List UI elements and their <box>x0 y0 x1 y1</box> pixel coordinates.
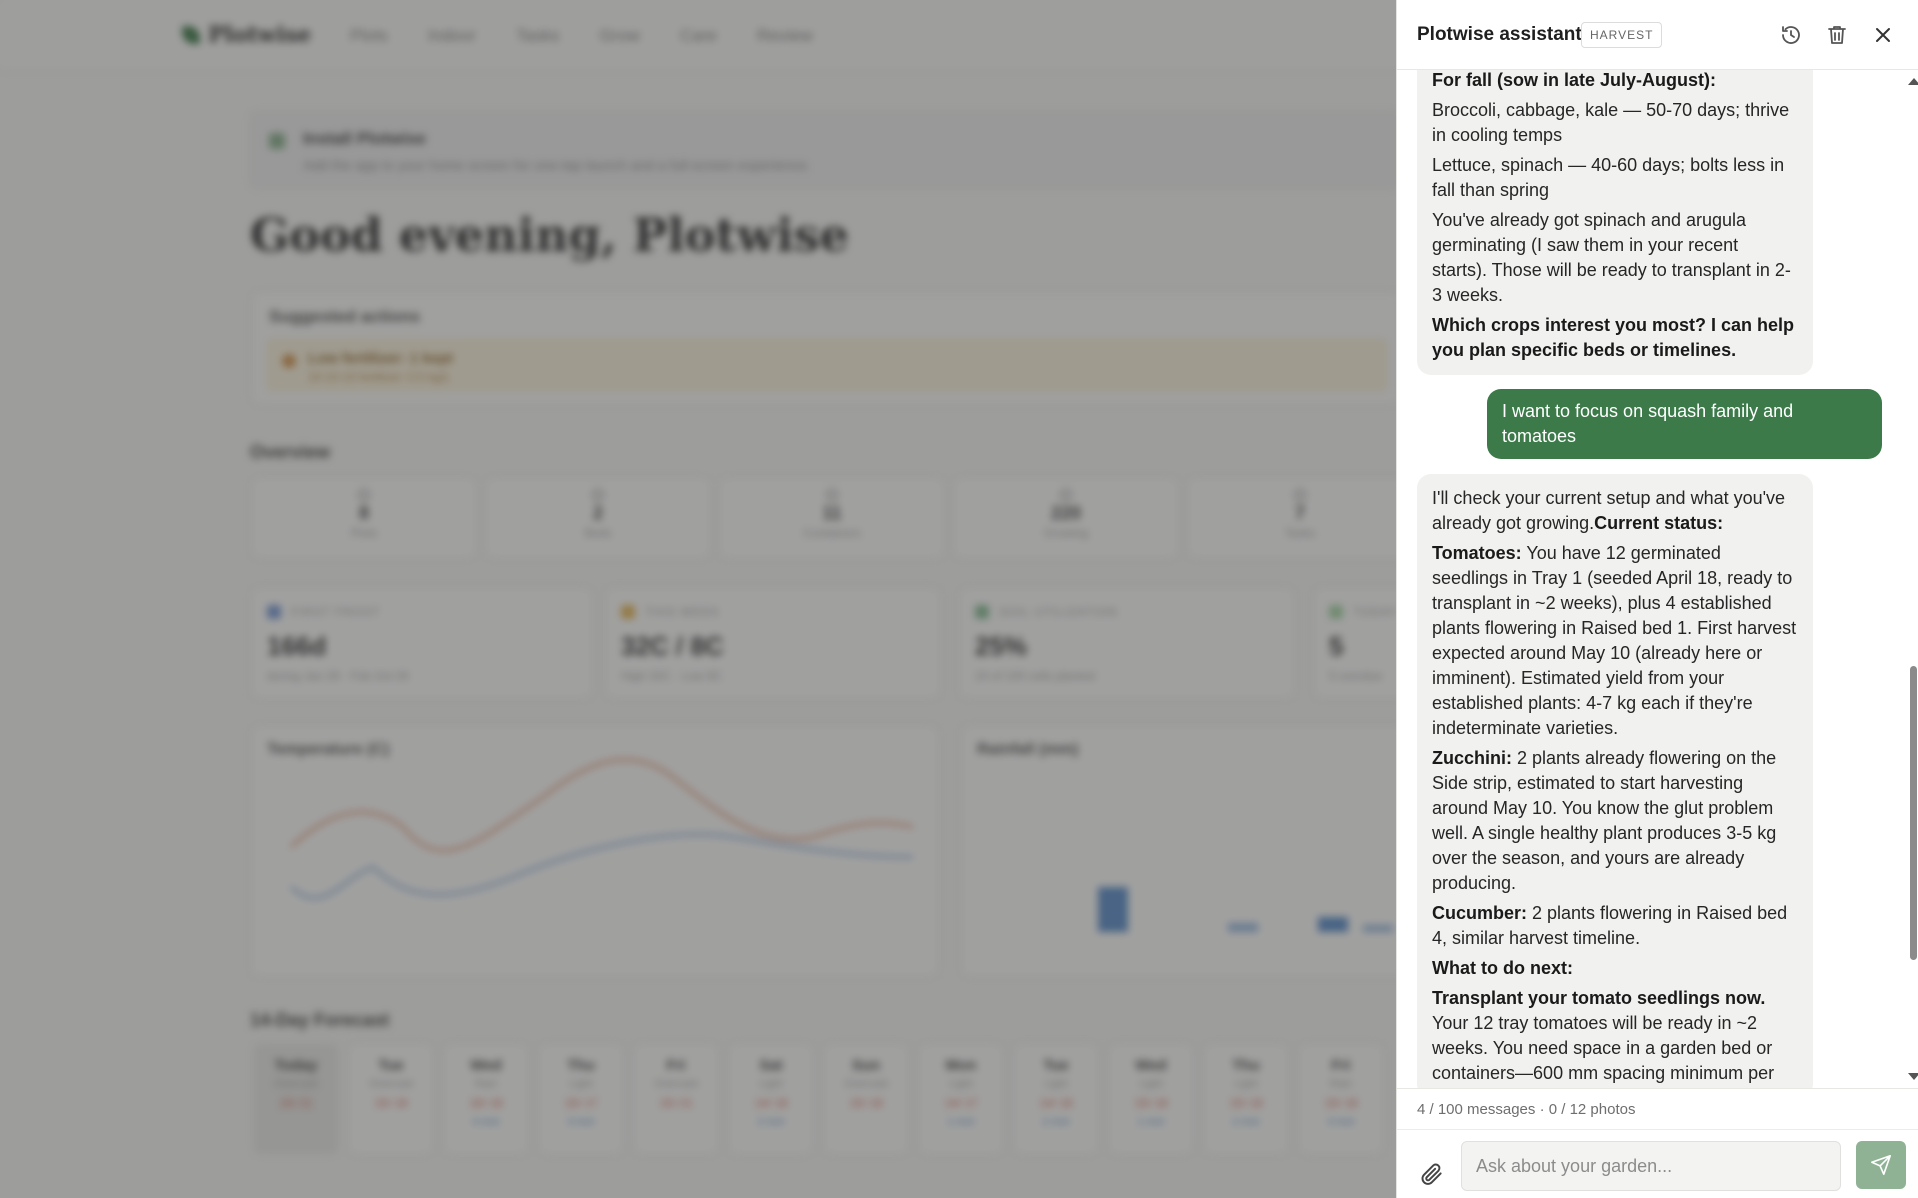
assistant-panel: Plotwise assistant HARVEST For fall (sow… <box>1396 0 1918 1198</box>
scroll-thumb[interactable] <box>1910 666 1917 960</box>
history-button[interactable] <box>1779 23 1803 47</box>
history-icon <box>1782 26 1800 44</box>
fall-heading: For fall (sow in late July-August): <box>1432 70 1717 90</box>
scroll-up-icon[interactable] <box>1908 78 1918 85</box>
fall-crop-brassicas: Broccoli, cabbage, kale — 50-70 days; th… <box>1432 100 1790 145</box>
panel-title: Plotwise assistant <box>1417 24 1582 45</box>
close-button[interactable] <box>1871 23 1895 47</box>
assistant-message: I'll check your current setup and what y… <box>1417 474 1813 1088</box>
paperclip-icon <box>1421 1163 1442 1185</box>
transplant-label: Transplant your tomato seedlings now. <box>1432 988 1766 1008</box>
trash-icon <box>1828 26 1846 44</box>
mode-badge: HARVEST <box>1581 22 1663 48</box>
germinating-note: You've already got spinach and arugula g… <box>1432 210 1791 305</box>
close-icon <box>1876 28 1890 42</box>
send-icon <box>1871 1155 1891 1175</box>
panel-header: Plotwise assistant HARVEST <box>1397 0 1918 70</box>
delete-chat-button[interactable] <box>1825 23 1849 47</box>
scroll-down-icon[interactable] <box>1908 1073 1918 1080</box>
assistant-message: For fall (sow in late July-August): Broc… <box>1417 70 1813 375</box>
intro-text: I'll check your current setup and what y… <box>1432 488 1786 533</box>
divider <box>1397 1129 1918 1130</box>
next-steps-heading: What to do next: <box>1432 958 1573 978</box>
chat-input[interactable] <box>1461 1141 1841 1191</box>
cucumber-label: Cucumber: <box>1432 903 1528 923</box>
zucchini-text: 2 plants already flowering on the Side s… <box>1432 748 1777 893</box>
message-list[interactable]: For fall (sow in late July-August): Broc… <box>1397 70 1918 1088</box>
user-message: I want to focus on squash family and tom… <box>1487 389 1882 459</box>
attach-photo-button[interactable] <box>1419 1161 1445 1187</box>
usage-counter: 4 / 100 messages · 0 / 12 photos <box>1417 1101 1636 1118</box>
send-button[interactable] <box>1856 1141 1906 1189</box>
transplant-text: Your 12 tray tomatoes will be ready in ~… <box>1432 1013 1775 1083</box>
followup-question: Which crops interest you most? I can hel… <box>1432 315 1795 360</box>
tomatoes-text: You have 12 germinated seedlings in Tray… <box>1432 543 1797 738</box>
cucumber-text: 2 plants flowering in Raised bed 4, simi… <box>1432 903 1788 948</box>
composer: 4 / 100 messages · 0 / 12 photos <box>1397 1088 1918 1198</box>
status-label: Current status: <box>1594 513 1724 533</box>
tomatoes-label: Tomatoes: <box>1432 543 1522 563</box>
zucchini-label: Zucchini: <box>1432 748 1512 768</box>
modal-backdrop[interactable] <box>0 0 1396 1198</box>
message-scrollbar[interactable] <box>1907 70 1918 1088</box>
fall-crop-greens: Lettuce, spinach — 40-60 days; bolts les… <box>1432 155 1785 200</box>
